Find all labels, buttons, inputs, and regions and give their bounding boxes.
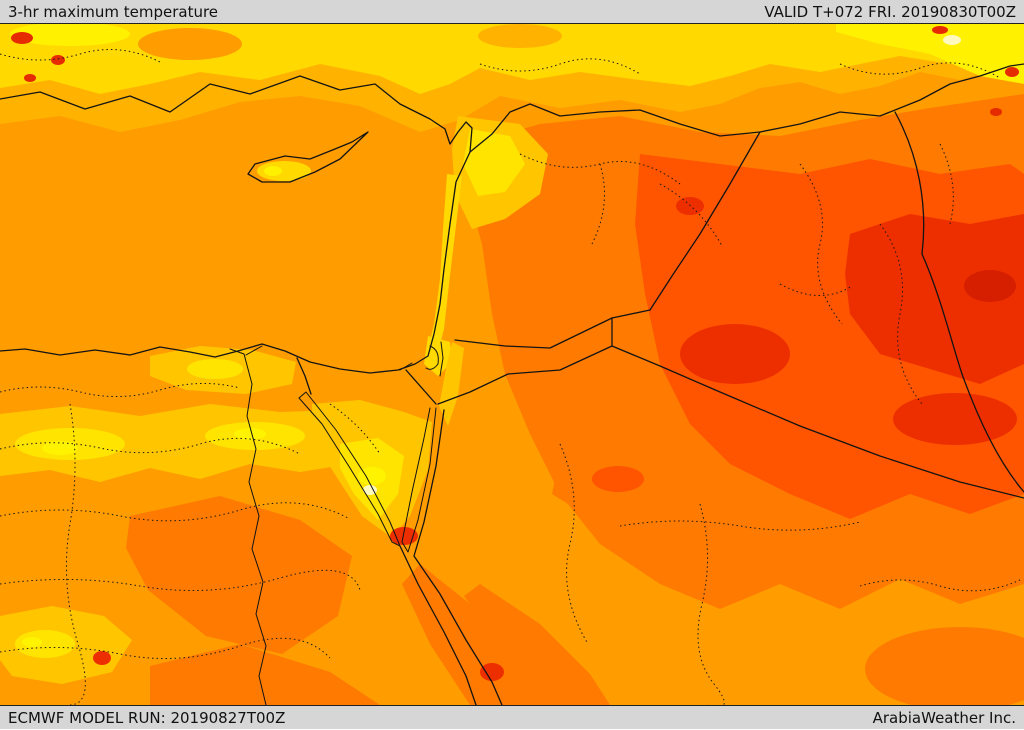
header-bar: 3-hr maximum temperature VALID T+072 FRI… [0,0,1024,24]
temperature-map-svg [0,24,1024,705]
admin-borders [0,49,1021,705]
weather-map [0,24,1024,705]
footer-bar: ECMWF MODEL RUN: 20190827T00Z ArabiaWeat… [0,705,1024,729]
cyprus-outline [247,131,369,183]
mediterranean-coastline [0,75,473,374]
valid-time-label: VALID T+072 FRI. 20190830T00Z [764,2,1016,21]
temperature-field [0,24,1024,705]
attribution-label: ArabiaWeather Inc. [872,708,1016,727]
country-borders [0,63,1024,705]
map-title: 3-hr maximum temperature [8,2,219,21]
model-run-label: ECMWF MODEL RUN: 20190827T00Z [8,708,286,727]
